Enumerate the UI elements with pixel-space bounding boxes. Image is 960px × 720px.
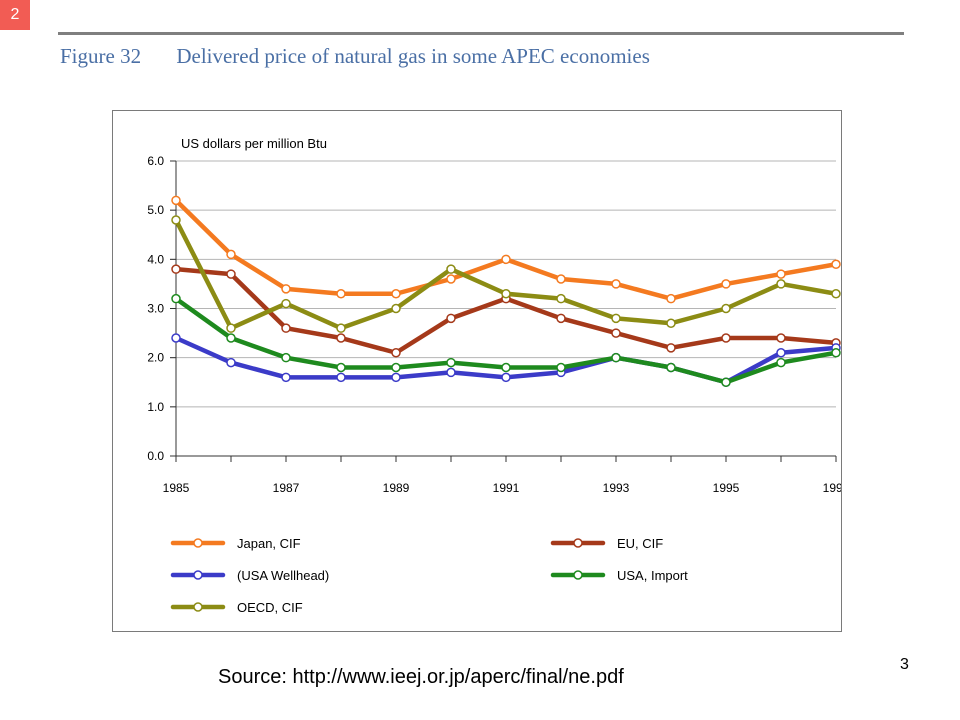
y-tick-label: 0.0: [147, 449, 164, 463]
data-point: [666, 293, 676, 304]
data-point: [721, 303, 731, 314]
data-point: [171, 264, 181, 274]
data-point: [226, 323, 236, 333]
legend-marker: [193, 538, 203, 548]
page-number: 3: [900, 656, 909, 673]
data-point: [556, 293, 566, 304]
data-point: [501, 289, 511, 299]
y-tick-label: 5.0: [147, 203, 164, 217]
data-point: [226, 249, 236, 260]
data-point: [501, 362, 511, 373]
data-point: [226, 357, 236, 368]
legend-label: Japan, CIF: [237, 536, 301, 551]
x-tick-label: 1989: [383, 481, 410, 495]
data-point: [501, 372, 511, 383]
x-tick-label: 1991: [493, 481, 520, 495]
y-axis-label: US dollars per million Btu: [181, 136, 327, 151]
data-point: [336, 289, 346, 299]
data-point: [831, 348, 841, 358]
data-point: [281, 372, 291, 383]
x-tick-label: 1987: [273, 481, 300, 495]
data-point: [171, 293, 181, 304]
data-point: [611, 313, 621, 324]
data-point: [226, 333, 236, 343]
data-point: [446, 357, 456, 368]
data-point: [611, 352, 621, 363]
data-point: [776, 279, 786, 289]
series-line-0: [173, 198, 839, 301]
legend-marker: [573, 538, 583, 548]
legend-marker: [193, 570, 203, 580]
title-rule: [58, 32, 904, 35]
slide-number-badge: 2: [0, 0, 30, 30]
y-tick-label: 3.0: [147, 302, 164, 316]
data-point: [171, 195, 181, 206]
y-tick-label: 6.0: [147, 154, 164, 168]
data-point: [226, 269, 236, 279]
legend-label: (USA Wellhead): [237, 568, 329, 583]
data-point: [171, 333, 181, 343]
data-point: [446, 264, 456, 274]
data-point: [831, 289, 841, 299]
data-point: [391, 348, 401, 358]
figure-number: Figure 32: [60, 44, 142, 68]
data-point: [556, 362, 566, 373]
data-point: [336, 362, 346, 373]
data-point: [446, 274, 456, 284]
legend-marker: [573, 570, 583, 580]
data-point: [721, 377, 731, 387]
data-point: [281, 323, 291, 333]
data-point: [446, 313, 456, 324]
source-citation: Source: http://www.ieej.or.jp/aperc/fina…: [218, 666, 624, 688]
data-point: [391, 362, 401, 373]
data-point: [171, 215, 181, 225]
data-point: [336, 333, 346, 343]
x-tick-label: 1985: [163, 481, 190, 495]
data-point: [776, 357, 786, 368]
data-point: [831, 259, 841, 269]
data-point: [776, 269, 786, 279]
data-point: [391, 372, 401, 383]
data-point: [391, 289, 401, 299]
y-tick-label: 1.0: [147, 400, 164, 414]
x-tick-label: 1997: [823, 481, 841, 495]
data-point: [666, 362, 676, 373]
data-point: [501, 254, 511, 265]
line-chart: US dollars per million Btu 0.0 1.0 2.0 3.0 4.…: [147, 136, 841, 615]
x-tick-label: 1995: [713, 481, 740, 495]
data-point: [776, 333, 786, 343]
data-point: [721, 279, 731, 289]
data-point: [611, 279, 621, 289]
legend-label: EU, CIF: [617, 536, 663, 551]
x-tick-label: 1993: [603, 481, 630, 495]
data-point: [611, 328, 621, 338]
data-point: [776, 348, 786, 358]
data-point: [666, 343, 676, 353]
data-point: [281, 298, 291, 309]
data-point: [281, 352, 291, 363]
y-tick-label: 4.0: [147, 252, 164, 266]
legend-label: OECD, CIF: [237, 600, 303, 615]
y-tick-label: 2.0: [147, 351, 164, 365]
data-point: [336, 372, 346, 383]
data-point: [666, 318, 676, 328]
data-point: [556, 274, 566, 284]
figure-caption: Delivered price of natural gas in some A…: [176, 44, 650, 68]
chart-frame: US dollars per million Btu 0.0 1.0 2.0 3.0 4.…: [112, 110, 842, 632]
figure-title: Figure 32 Delivered price of natural gas…: [60, 44, 650, 69]
series-line-4: [173, 217, 839, 331]
data-point: [556, 313, 566, 324]
data-point: [281, 284, 291, 294]
legend-label: USA, Import: [617, 568, 688, 583]
data-point: [391, 303, 401, 314]
data-point: [721, 333, 731, 343]
legend-marker: [193, 602, 203, 612]
data-point: [336, 323, 346, 333]
data-point: [446, 367, 456, 378]
